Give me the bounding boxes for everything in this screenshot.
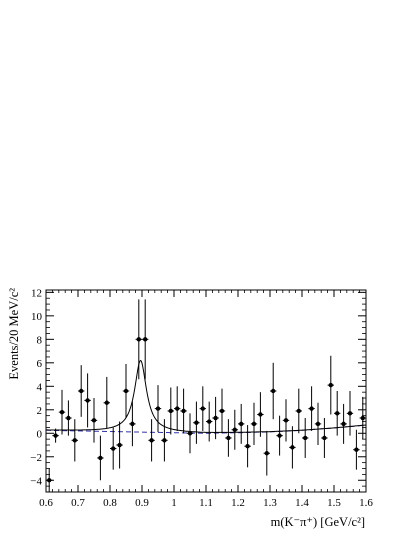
x-tick-label: 1 xyxy=(171,497,177,509)
data-point xyxy=(59,409,65,415)
y-tick-label: 0 xyxy=(37,428,43,440)
data-point xyxy=(239,421,244,427)
data-point xyxy=(290,445,295,450)
data-point xyxy=(264,451,269,456)
data-point xyxy=(207,419,212,424)
data-point xyxy=(341,421,346,427)
data-point xyxy=(303,435,308,441)
data-point xyxy=(149,438,154,443)
data-point xyxy=(181,408,186,414)
data-point xyxy=(277,433,282,438)
data-point xyxy=(322,435,327,441)
data-point xyxy=(168,408,173,414)
data-point xyxy=(175,406,180,411)
data-point xyxy=(309,406,314,411)
x-tick-label: 0.7 xyxy=(71,497,85,509)
data-point xyxy=(162,438,167,443)
data-point xyxy=(315,421,321,427)
y-tick-label: −4 xyxy=(30,475,42,487)
data-point xyxy=(213,415,218,421)
data-point xyxy=(123,388,129,394)
y-tick-label: 8 xyxy=(37,334,43,346)
data-point xyxy=(79,388,84,394)
data-point xyxy=(354,447,359,452)
data-point xyxy=(143,337,148,342)
data-point xyxy=(296,408,301,414)
data-point xyxy=(104,400,110,405)
data-point xyxy=(91,418,97,423)
y-tick-label: 12 xyxy=(31,287,42,299)
fit-curve xyxy=(46,359,367,433)
data-point xyxy=(347,411,353,416)
data-point xyxy=(245,443,250,449)
data-point xyxy=(155,406,161,411)
data-point xyxy=(194,420,199,425)
plot-area: 0.6 0.7 0.8 0.9 1 1.1 1.2 1.3 1.4 1.5 1.6 −4 −2 0 2 4 6 8… xyxy=(30,287,373,509)
data-point xyxy=(72,438,78,443)
x-axis-title: m(K⁻π⁺) [GeV/c²] xyxy=(271,515,365,529)
data-point xyxy=(232,427,237,432)
data-point xyxy=(258,412,263,417)
x-tick-label: 1.5 xyxy=(327,497,341,509)
data-point xyxy=(335,411,340,416)
data-point xyxy=(66,415,71,421)
x-tick-label: 0.9 xyxy=(135,497,149,509)
data-point xyxy=(271,388,276,394)
data-point xyxy=(98,455,103,461)
data-point xyxy=(130,421,135,427)
x-tick-label: 1.3 xyxy=(263,497,277,509)
x-tick-label: 1.2 xyxy=(231,497,245,509)
y-tick-label: −2 xyxy=(30,452,42,464)
data-point xyxy=(283,418,289,423)
data-point xyxy=(200,406,205,411)
y-axis-title: Events/20 MeV/c² xyxy=(7,288,21,380)
data-point xyxy=(226,435,231,441)
data-point xyxy=(328,382,333,388)
x-tick-label: 0.8 xyxy=(103,497,117,509)
x-tick-label: 1.4 xyxy=(295,497,309,509)
data-point xyxy=(360,415,365,421)
x-tick-label: 1.6 xyxy=(359,497,373,509)
data-point xyxy=(187,431,193,436)
data-point xyxy=(117,442,122,448)
data-point xyxy=(219,408,225,414)
plot-frame xyxy=(45,289,367,493)
x-tick-label: 1.1 xyxy=(199,497,213,509)
x-tick-label: 0.6 xyxy=(39,497,53,509)
data-point xyxy=(111,446,116,451)
data-point xyxy=(136,337,141,342)
data-point xyxy=(85,398,90,403)
y-tick-label: 2 xyxy=(37,405,43,417)
data-point xyxy=(47,478,52,483)
y-tick-label: 6 xyxy=(37,358,43,370)
y-tick-label: 4 xyxy=(37,381,43,393)
data-point xyxy=(251,421,257,427)
data-point xyxy=(53,433,58,438)
y-tick-label: 10 xyxy=(31,311,43,323)
